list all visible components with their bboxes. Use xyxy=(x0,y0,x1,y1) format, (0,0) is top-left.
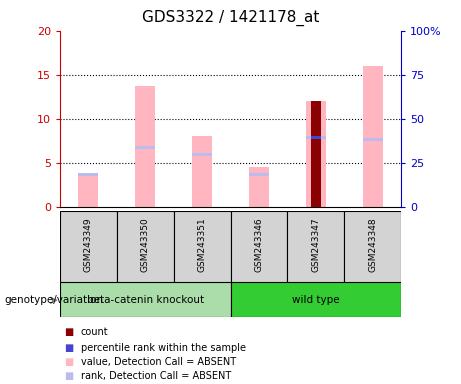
Bar xyxy=(306,101,326,207)
Bar xyxy=(363,66,383,207)
Bar xyxy=(78,173,98,176)
Bar xyxy=(287,211,344,282)
Bar xyxy=(192,136,212,207)
Text: wild type: wild type xyxy=(292,295,340,305)
Text: value, Detection Call = ABSENT: value, Detection Call = ABSENT xyxy=(81,357,236,367)
Text: ■: ■ xyxy=(65,327,74,337)
Bar xyxy=(78,175,98,207)
Text: GSM243349: GSM243349 xyxy=(84,217,93,271)
Bar xyxy=(192,152,212,156)
Bar xyxy=(135,146,155,149)
Text: GSM243348: GSM243348 xyxy=(368,217,377,271)
Bar xyxy=(311,101,321,207)
Text: count: count xyxy=(81,327,108,337)
Text: beta-catenin knockout: beta-catenin knockout xyxy=(87,295,204,305)
Text: GSM243347: GSM243347 xyxy=(311,217,320,271)
Bar xyxy=(249,173,269,176)
Text: GSM243351: GSM243351 xyxy=(198,217,207,271)
Bar xyxy=(306,136,326,139)
Bar xyxy=(60,211,117,282)
Bar xyxy=(249,167,269,207)
Bar xyxy=(135,86,155,207)
Bar xyxy=(230,211,287,282)
Bar xyxy=(311,136,321,139)
Text: ■: ■ xyxy=(65,343,74,353)
Text: ■: ■ xyxy=(65,371,74,381)
Bar xyxy=(363,137,383,141)
Text: genotype/variation: genotype/variation xyxy=(5,295,104,305)
Text: GDS3322 / 1421178_at: GDS3322 / 1421178_at xyxy=(142,10,319,26)
Bar xyxy=(174,211,230,282)
Bar xyxy=(230,282,401,317)
Bar xyxy=(344,211,401,282)
Text: rank, Detection Call = ABSENT: rank, Detection Call = ABSENT xyxy=(81,371,231,381)
Text: GSM243350: GSM243350 xyxy=(141,217,150,271)
Bar xyxy=(60,282,230,317)
Bar xyxy=(117,211,174,282)
Text: ■: ■ xyxy=(65,357,74,367)
Text: GSM243346: GSM243346 xyxy=(254,217,263,271)
Text: percentile rank within the sample: percentile rank within the sample xyxy=(81,343,246,353)
